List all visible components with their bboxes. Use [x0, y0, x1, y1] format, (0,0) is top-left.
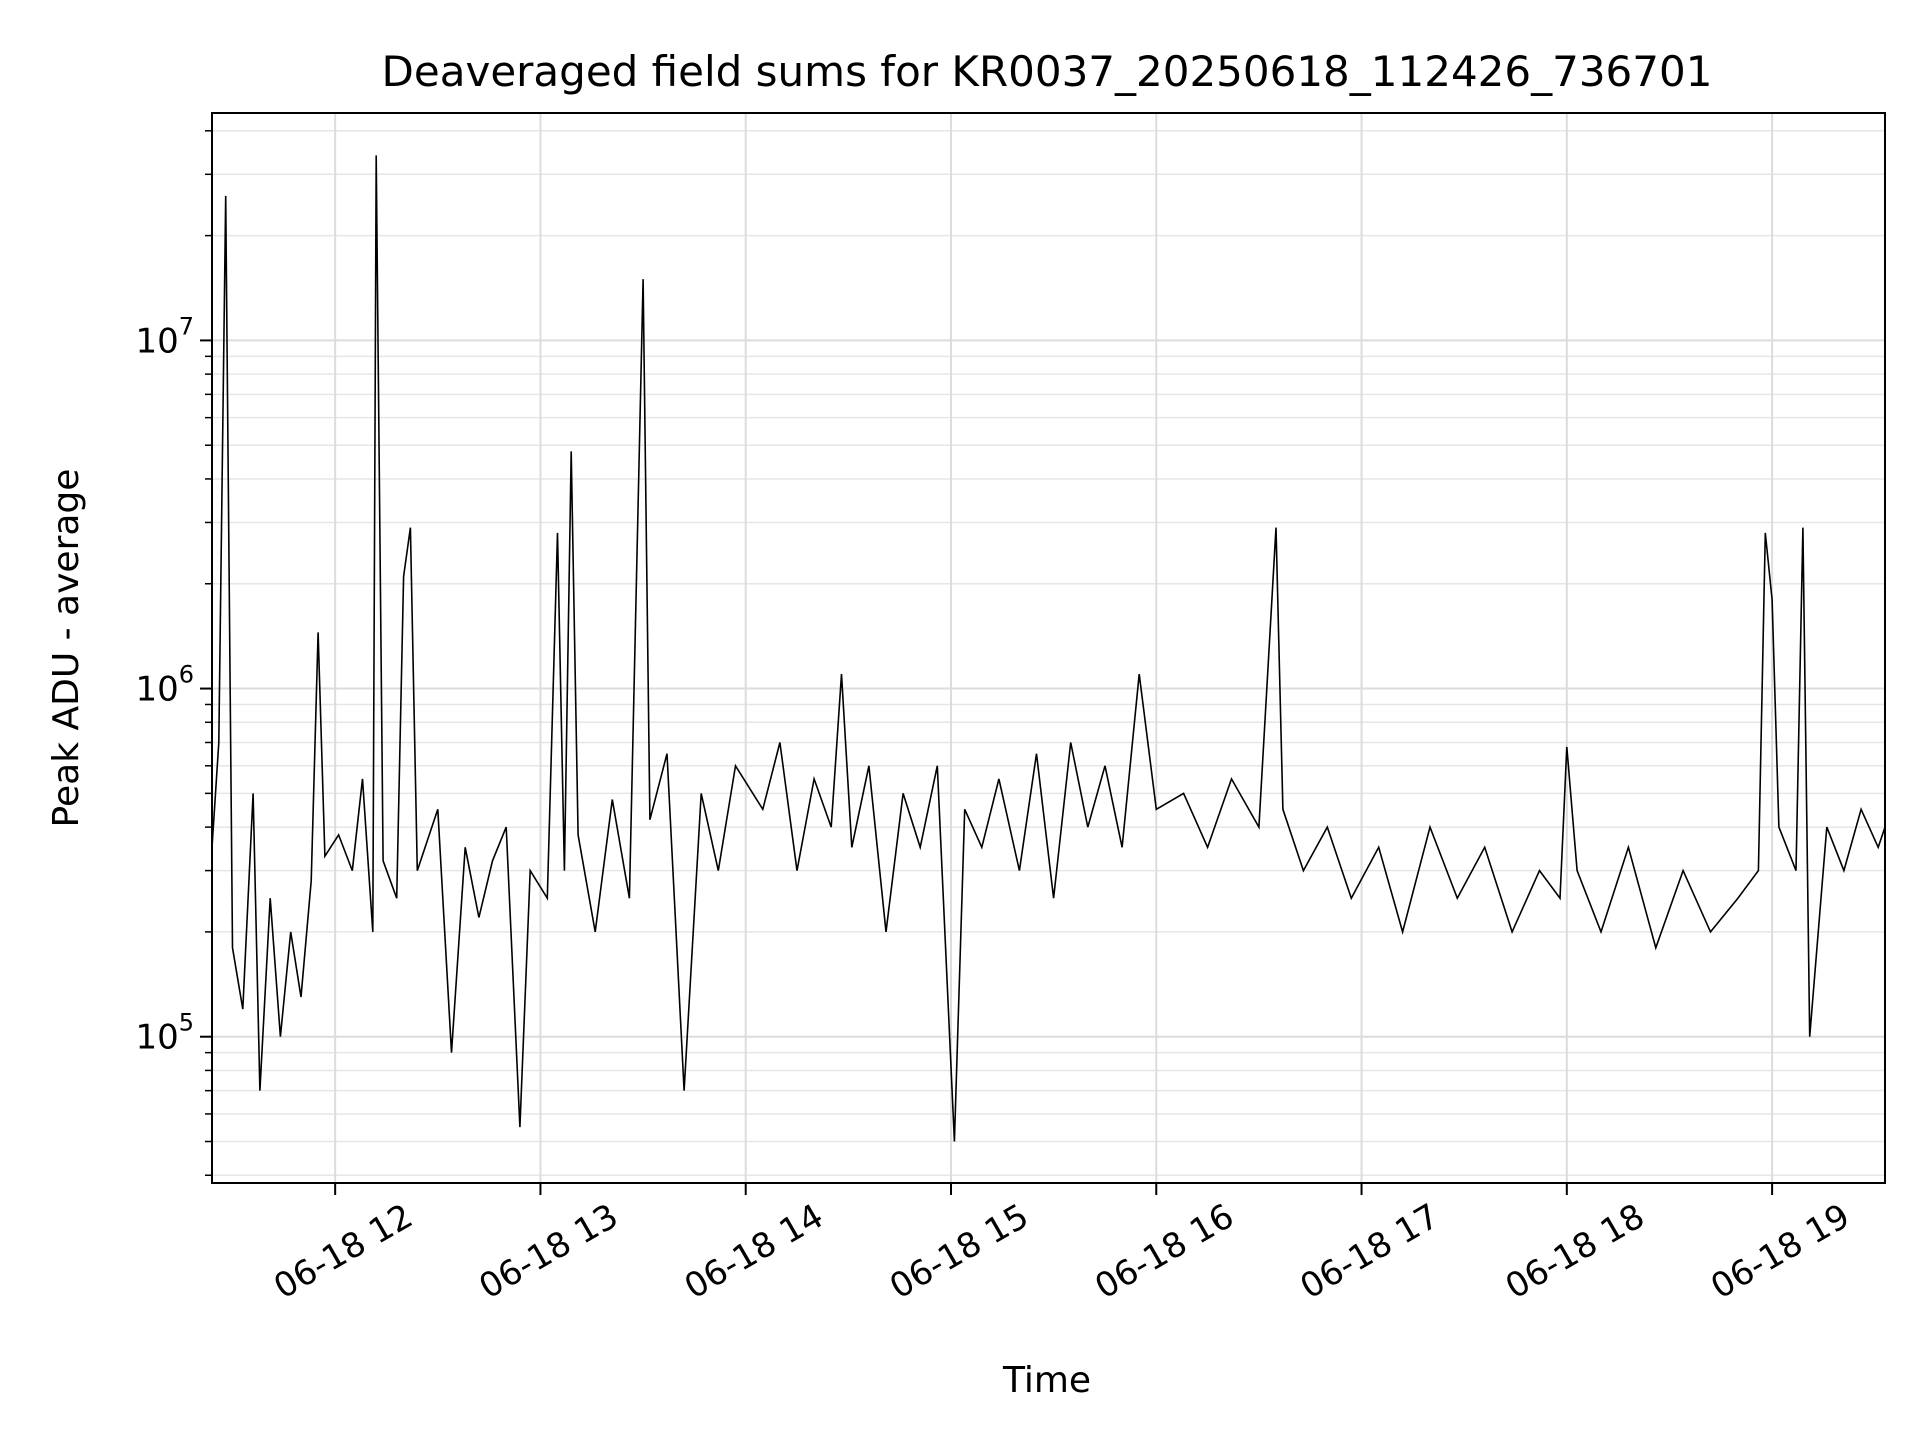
- x-tick-label: 06-18 18: [1499, 1196, 1651, 1307]
- x-axis: 06-18 12 06-18 13 06-18 14 06-18 15 06-18 16…: [267, 1183, 1857, 1307]
- x-tick-label: 06-18 19: [1704, 1196, 1856, 1307]
- y-axis: 105 106 107: [135, 130, 212, 1176]
- y-tick-label: 105: [135, 1009, 194, 1058]
- chart-title: Deaveraged field sums for KR0037_2025061…: [382, 47, 1713, 96]
- x-tick-label: 06-18 14: [678, 1196, 830, 1307]
- x-tick-label: 06-18 12: [267, 1196, 419, 1307]
- x-axis-label: Time: [1002, 1360, 1091, 1401]
- series-line: [211, 155, 1886, 1142]
- grid: [212, 113, 1885, 1183]
- y-tick-label: 107: [135, 312, 194, 361]
- x-tick-label: 06-18 16: [1088, 1196, 1240, 1307]
- x-tick-label: 06-18 13: [473, 1196, 625, 1307]
- x-tick-label: 06-18 17: [1294, 1196, 1446, 1307]
- y-axis-label: Peak ADU - average: [46, 469, 87, 828]
- plot-area: [211, 112, 1886, 1184]
- y-tick-label: 106: [135, 661, 194, 710]
- x-tick-label: 06-18 15: [883, 1196, 1035, 1307]
